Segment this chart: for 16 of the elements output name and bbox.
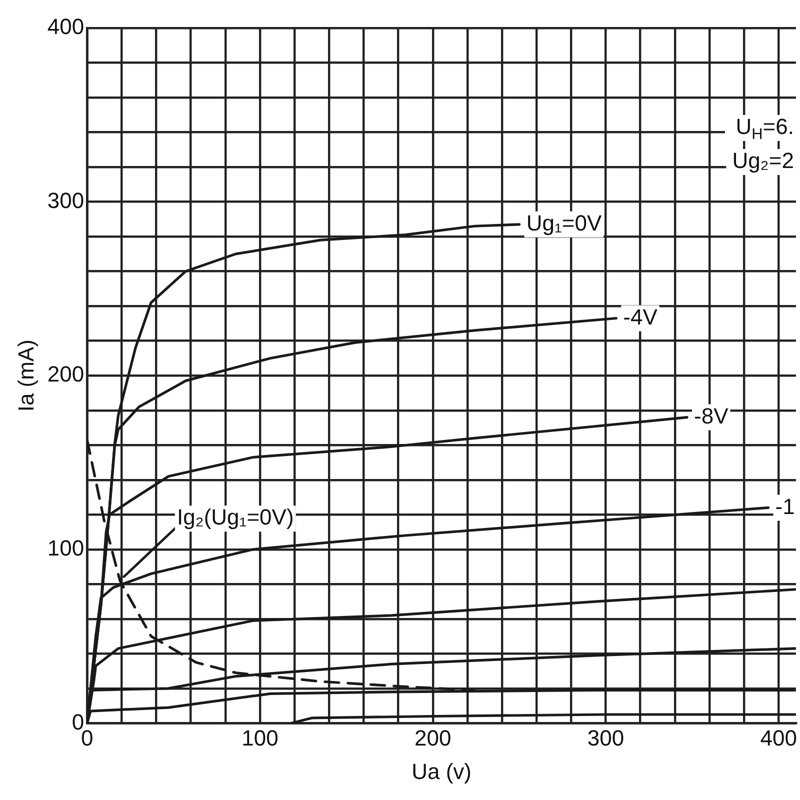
annotation: Ug₂=2 [732, 148, 794, 174]
series-label: -8V [694, 403, 729, 428]
y-tick-label: 200 [47, 362, 84, 387]
x-axis-title: Ua (v) [412, 758, 472, 784]
y-tick-label: 100 [47, 535, 84, 560]
series-label: Ug₁=0V [526, 210, 602, 236]
x-tick-label: 200 [414, 725, 452, 750]
annotation: Ig₂(Ug₁=0V) [176, 504, 294, 530]
x-tick-label: 300 [587, 725, 624, 750]
y-tick-label: 400 [47, 14, 84, 40]
y-tick-label: 300 [47, 188, 84, 213]
series-label: -4V [623, 304, 658, 330]
x-tick-label: 100 [242, 725, 278, 750]
x-tick-label: 400 [760, 725, 798, 750]
series-label: -1 [775, 494, 795, 519]
y-axis-title: Ia (mA) [13, 340, 38, 412]
